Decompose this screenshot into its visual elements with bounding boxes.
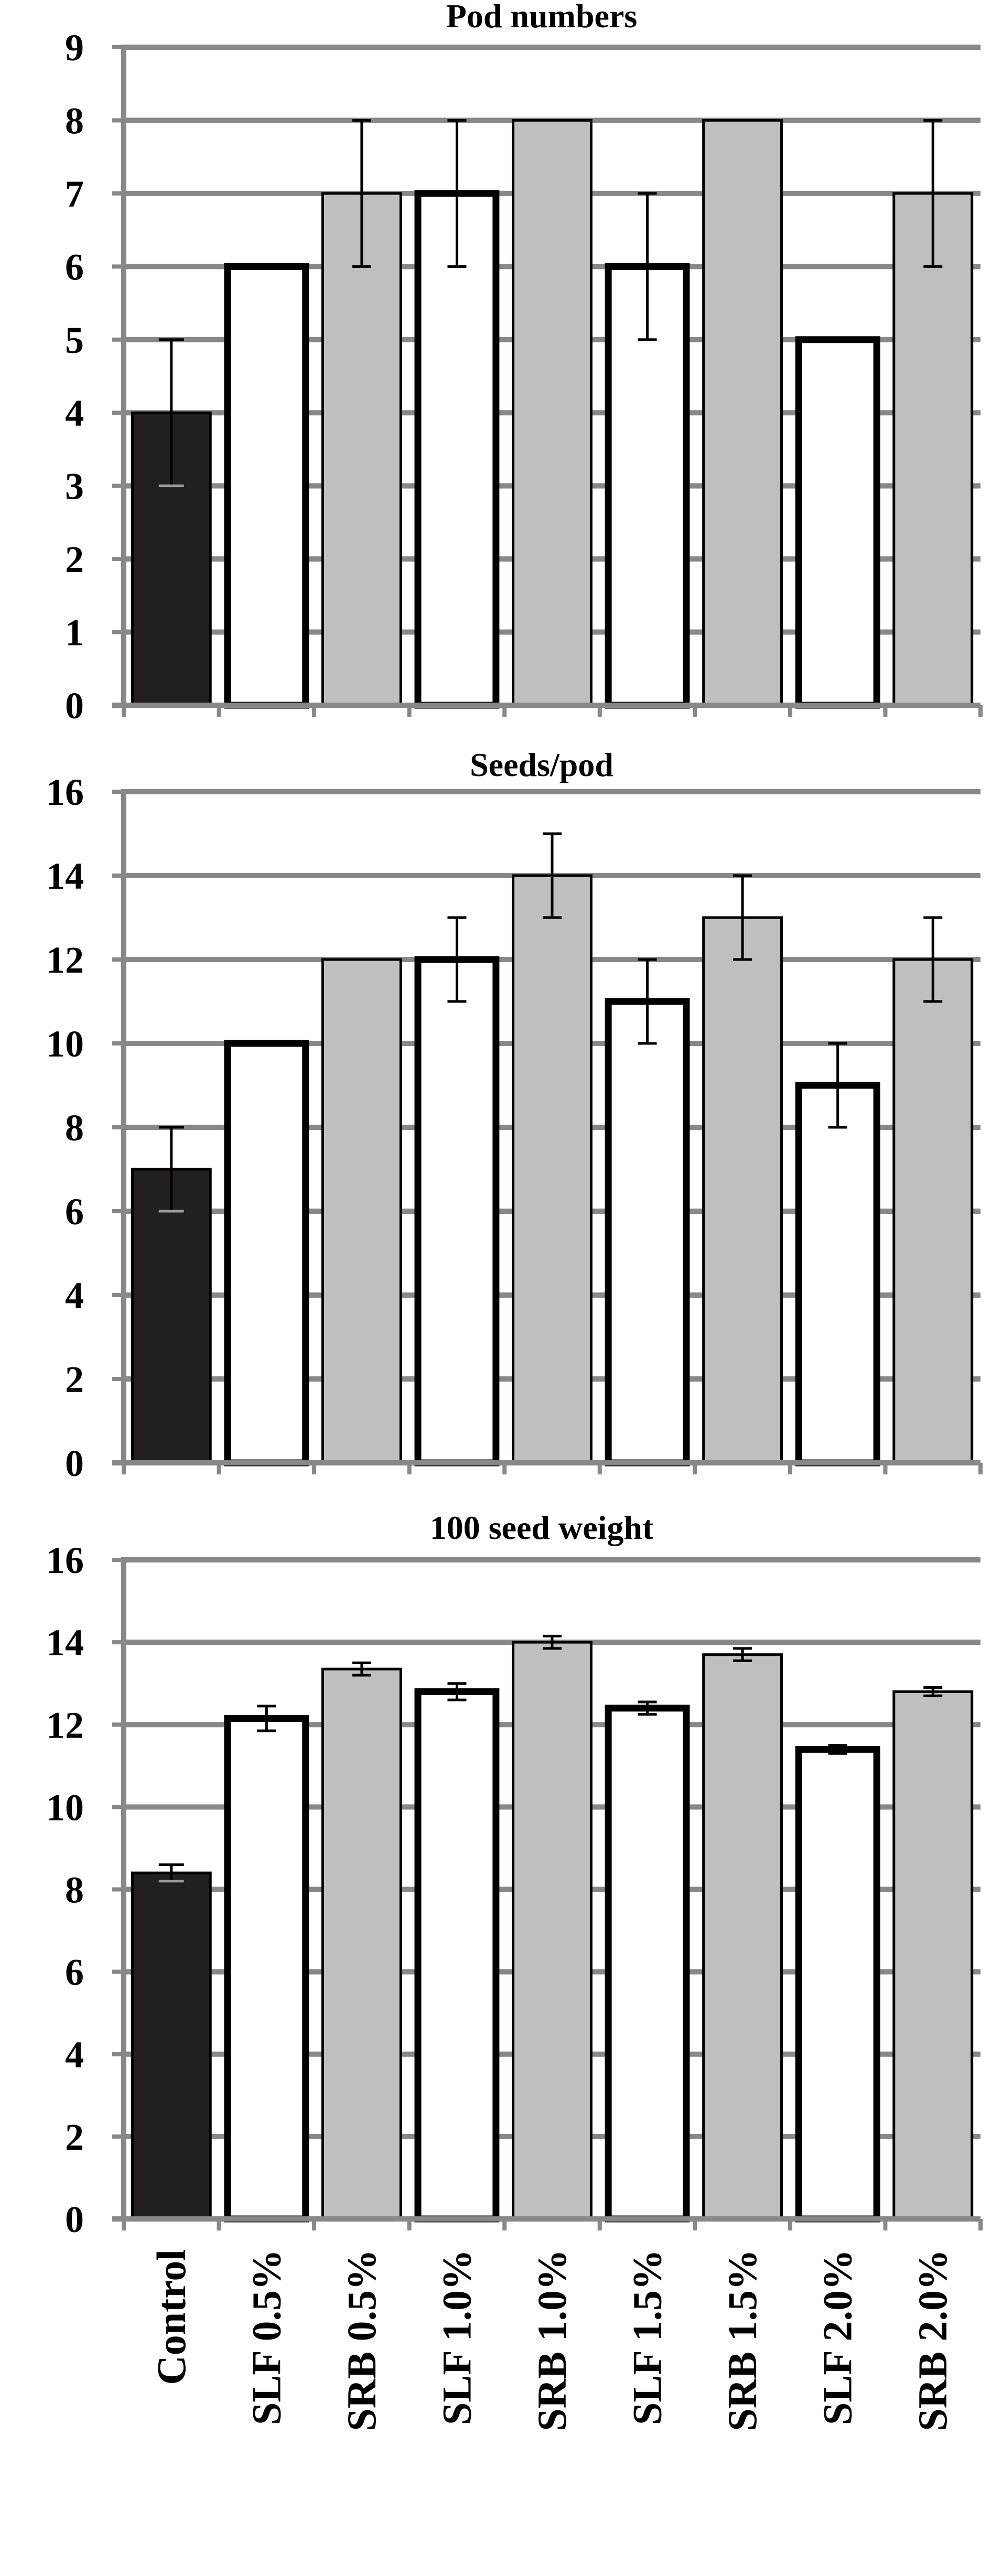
panel-title: 100 seed weight — [430, 1509, 654, 1546]
bar — [512, 1641, 593, 2221]
bar — [605, 998, 690, 1467]
y-tick-label: 14 — [46, 855, 84, 897]
x-category-label: SRB 0.5% — [339, 2249, 384, 2431]
bar — [892, 1690, 974, 2221]
x-category-label: SRB 1.5% — [719, 2249, 765, 2431]
bar — [224, 1040, 309, 1467]
y-tick-label: 12 — [46, 939, 84, 981]
y-tick-label: 7 — [65, 173, 84, 215]
bar — [321, 958, 402, 1464]
y-tick-label: 5 — [65, 319, 84, 361]
chart-panel-1: Pod numbers 0 1 2 3 4 5 6 7 8 9 — [65, 0, 983, 727]
bar — [702, 916, 783, 1464]
y-tick-label: 8 — [65, 1869, 84, 1911]
bar — [224, 1715, 309, 2223]
y-tick-label: 9 — [65, 27, 84, 69]
bar — [414, 1688, 500, 2223]
x-category-label: SRB 1.0% — [529, 2249, 575, 2431]
bar — [892, 958, 974, 1464]
bar — [414, 956, 500, 1467]
bar — [795, 336, 880, 709]
panel-title: Pod numbers — [446, 0, 638, 35]
x-axis-category-labels: Control SLF 0.5% SRB 0.5% SLF 1.0% SRB 1.0% S… — [148, 2249, 955, 2431]
bar — [795, 1082, 880, 1467]
y-tick-label: 4 — [65, 2034, 84, 2076]
bar — [892, 192, 974, 707]
chart-panel-3: 100 seed weight 0 2 4 6 8 10 12 14 16 — [46, 1509, 983, 2240]
y-tick-label: 0 — [65, 2198, 84, 2240]
chart-panels: Pod numbers0123456789Seeds/pod0246810121… — [46, 0, 983, 2240]
chart-panel-2: Seeds/pod 0 2 4 6 8 10 12 14 16 — [46, 746, 983, 1484]
bar — [795, 1745, 880, 2223]
y-tick-label: 16 — [46, 771, 84, 813]
panel-title: Seeds/pod — [470, 746, 613, 783]
y-tick-label: 6 — [65, 1952, 84, 1993]
y-tick-label: 10 — [46, 1023, 84, 1065]
x-category-label: SLF 1.0% — [434, 2249, 479, 2425]
bar — [321, 1667, 402, 2221]
x-category-label: Control — [148, 2249, 194, 2385]
y-tick-label: 6 — [65, 1191, 84, 1233]
y-tick-label: 14 — [46, 1622, 84, 1664]
bar — [512, 118, 593, 707]
bar — [702, 1653, 783, 2221]
x-category-label: SLF 0.5% — [243, 2249, 289, 2425]
y-tick-label: 1 — [65, 612, 84, 654]
y-tick-label: 8 — [65, 1107, 84, 1149]
bar — [131, 1871, 212, 2221]
y-tick-label: 12 — [46, 1704, 84, 1746]
bar — [224, 263, 309, 709]
y-tick-label: 8 — [65, 100, 84, 142]
y-tick-label: 10 — [46, 1786, 84, 1828]
y-tick-label: 2 — [65, 1359, 84, 1400]
bar — [414, 190, 500, 709]
y-tick-label: 2 — [65, 2116, 84, 2158]
y-tick-label: 4 — [65, 1275, 84, 1317]
bar — [605, 1705, 690, 2223]
y-tick-label: 0 — [65, 685, 84, 727]
bar — [321, 192, 402, 707]
y-tick-label: 0 — [65, 1442, 84, 1484]
bar — [131, 1168, 212, 1464]
x-category-label: SLF 2.0% — [815, 2249, 860, 2425]
bar — [512, 874, 593, 1464]
y-tick-label: 6 — [65, 246, 84, 288]
y-tick-label: 3 — [65, 466, 84, 508]
y-tick-label: 4 — [65, 392, 84, 434]
y-tick-label: 2 — [65, 538, 84, 580]
bar — [702, 118, 783, 707]
x-category-label: SLF 1.5% — [624, 2249, 670, 2425]
y-tick-label: 16 — [46, 1539, 84, 1581]
x-category-label: SRB 2.0% — [910, 2249, 955, 2431]
